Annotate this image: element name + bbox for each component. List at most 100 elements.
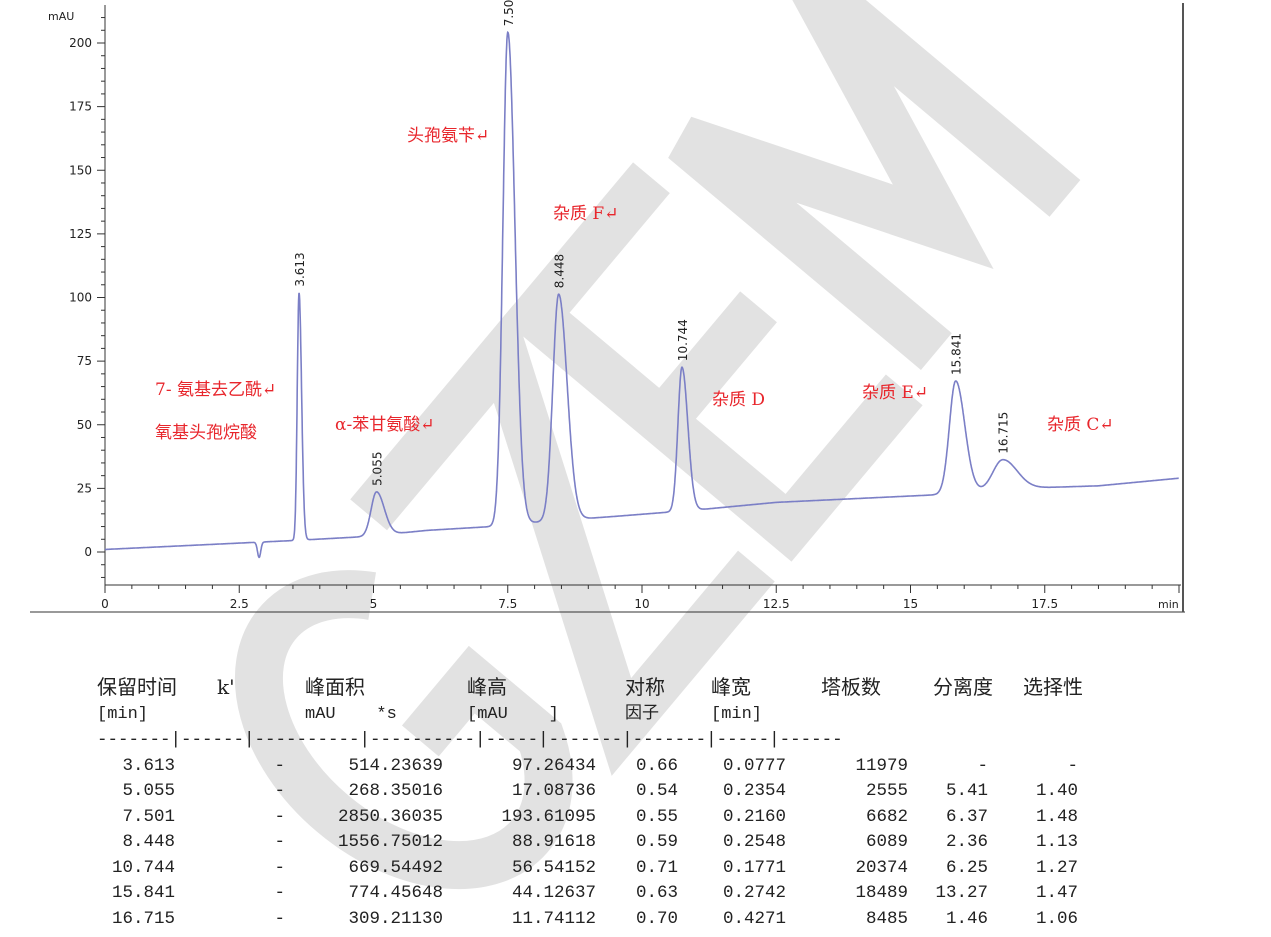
table-cell: 10.744: [111, 857, 175, 878]
peak-label: 8.448: [553, 254, 567, 288]
table-cell: 8485: [865, 908, 908, 929]
table-row: 16.715 - 309.21130 11.74112 0.70 0.4271 8485 1.…: [97, 907, 1113, 933]
column-header: 分离度: [933, 675, 993, 699]
x-tick-label: 10: [634, 597, 649, 611]
column-unit: [min]: [97, 705, 149, 724]
peak-label: 5.055: [370, 452, 384, 486]
y-tick-label: 125: [69, 227, 92, 241]
table-cell: 11.74112: [511, 908, 596, 929]
table-cell: 18489: [855, 883, 908, 903]
table-cell: -: [274, 806, 285, 827]
table-cell: 1556.75012: [337, 832, 443, 852]
y-tick-label: 25: [77, 481, 92, 495]
table-cell: 6.37: [945, 806, 988, 827]
peak-label: 3.613: [293, 252, 307, 286]
column-header: k': [217, 675, 235, 699]
table-cell: -: [274, 832, 285, 852]
table-cell: 0.2742: [722, 883, 786, 903]
column-unit: [821, 702, 933, 728]
annotation-impurity-e: 杂质 E↵: [862, 383, 929, 403]
table-row: 15.841 - 774.45648 44.12637 0.63 0.2742 18489 1…: [97, 881, 1113, 907]
annotation-impurity-d: 杂质 D: [712, 390, 766, 410]
table-row: 8.448 - 1556.75012 88.91618 0.59 0.2548 6089 2.…: [97, 830, 1113, 856]
y-axis-label: mAU: [48, 10, 74, 23]
table-cell: 2555: [865, 781, 908, 801]
table-cell: 0.4271: [722, 908, 786, 929]
table-cell: 8.448: [122, 832, 175, 852]
table-cell: -: [1067, 755, 1078, 776]
table-cell: 17.08736: [511, 781, 596, 801]
y-tick-label: 150: [69, 163, 92, 177]
y-tick-label: 200: [69, 36, 92, 50]
x-tick-label: 17.5: [1031, 597, 1058, 611]
column-unit: [min]: [711, 705, 763, 724]
table-cell: 514.23639: [348, 755, 443, 776]
column-unit: [217, 702, 305, 728]
table-cell: 20374: [855, 857, 908, 878]
table-cell: -: [274, 755, 285, 776]
table-cell: 0.2354: [722, 781, 786, 801]
table-cell: 0.59: [635, 832, 678, 852]
table-cell: 56.54152: [511, 857, 596, 878]
table-cell: 6682: [865, 806, 908, 827]
table-cell: 0.66: [635, 755, 678, 776]
table-separator: -------|------|----------|----------|---…: [97, 730, 843, 750]
table-cell: 774.45648: [348, 883, 443, 903]
table-cell: -: [274, 857, 285, 878]
column-unit: 因子: [625, 705, 659, 724]
x-tick-label: 12.5: [763, 597, 790, 611]
chromatogram: 0 25 50 75 100 125 150 175 200 0 2.5 5 7.5 10 12.5 15 17…: [30, 0, 1185, 613]
table-cell: -: [274, 883, 285, 903]
table-cell: 1.48: [1035, 806, 1078, 827]
table-cell: 268.35016: [348, 781, 443, 801]
table-cell: 0.71: [635, 857, 678, 878]
annotation-cefalexin: 头孢氨苄↵: [407, 126, 490, 146]
table-cell: 1.46: [945, 908, 988, 929]
x-tick-label: 2.5: [230, 597, 249, 611]
table-cell: 88.91618: [511, 832, 596, 852]
chromatogram-trace: [104, 30, 1179, 559]
x-tick-label: 7.5: [498, 597, 517, 611]
table-cell: 6089: [865, 832, 908, 852]
table-cell: 0.70: [635, 908, 678, 929]
column-header: 对称: [625, 675, 665, 699]
annotation-impurity-c: 杂质 C↵: [1047, 415, 1114, 435]
table-cell: 2850.36035: [337, 806, 443, 827]
table-cell: -: [274, 908, 285, 929]
table-cell: 193.61095: [501, 806, 596, 827]
table-cell: 1.27: [1035, 857, 1078, 878]
table-cell: 13.27: [935, 883, 988, 903]
table-cell: -: [274, 781, 285, 801]
table-cell: 0.1771: [722, 857, 786, 878]
peak-label: 16.715: [997, 412, 1011, 454]
x-tick-label: 0: [101, 597, 109, 611]
table-cell: -: [977, 755, 988, 776]
table-cell: 11979: [855, 755, 908, 776]
table-cell: 0.2160: [722, 806, 786, 827]
table-units: [min] mAU *s [mAU ] 因子 [min]: [97, 702, 1113, 728]
y-tick-label: 100: [69, 291, 92, 305]
peak-label: 7.501: [502, 0, 516, 26]
table-cell: 0.55: [635, 806, 678, 827]
peak-label: 10.744: [676, 319, 690, 361]
table-row: 7.501 - 2850.36035 193.61095 0.55 0.2160 6682 6…: [97, 805, 1113, 831]
table-header: 保留时间 k' 峰面积 峰高 对称 峰宽 塔板数 分离度 选择性: [97, 672, 1113, 702]
table-cell: 0.54: [635, 781, 678, 801]
x-tick-label: 15: [903, 597, 918, 611]
table-cell: 1.13: [1035, 832, 1078, 852]
peak-table: 保留时间 k' 峰面积 峰高 对称 峰宽 塔板数 分离度 选择性 [min] mAU *s [mAU…: [97, 672, 1113, 932]
table-cell: 15.841: [111, 883, 175, 903]
annotation-impurity-f: 杂质 F↵: [553, 204, 619, 224]
table-cell: 0.2548: [722, 832, 786, 852]
table-cell: 1.47: [1035, 883, 1078, 903]
table-cell: 1.06: [1035, 908, 1078, 929]
table-cell: 0.0777: [722, 755, 786, 776]
column-header: 峰高: [467, 675, 507, 699]
column-header: 峰宽: [711, 675, 751, 699]
annotation-7-aca-line2: 氧基头孢烷酸: [155, 423, 257, 443]
table-cell: 309.21130: [348, 908, 443, 929]
y-tick-label: 0: [84, 545, 92, 559]
peak-label: 15.841: [950, 333, 964, 375]
column-header: 选择性: [1023, 675, 1083, 699]
table-cell: 0.63: [635, 883, 678, 903]
